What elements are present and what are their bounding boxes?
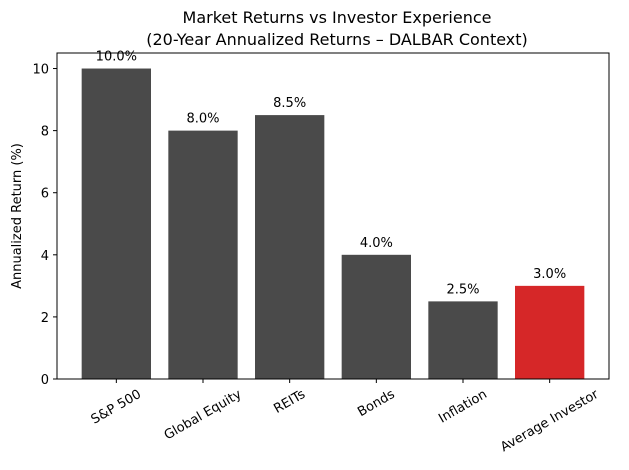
bar xyxy=(341,254,411,379)
x-tick-label: Inflation xyxy=(436,387,490,427)
bar xyxy=(515,285,585,379)
chart-subtitle: (20-Year Annualized Returns – DALBAR Con… xyxy=(146,30,528,49)
value-label: 2.5% xyxy=(446,282,479,297)
y-axis-label: Annualized Return (%) xyxy=(10,143,25,289)
value-label: 8.5% xyxy=(273,96,306,111)
bar xyxy=(255,115,325,379)
y-tick-label: 8 xyxy=(41,125,49,140)
value-label: 4.0% xyxy=(360,236,393,251)
x-tick-label: Average Investor xyxy=(498,387,602,456)
x-tick-label: S&P 500 xyxy=(89,387,144,428)
value-label: 10.0% xyxy=(96,50,137,65)
x-tick-label: Bonds xyxy=(355,387,397,420)
value-label: 3.0% xyxy=(533,267,566,282)
x-tick-label: Global Equity xyxy=(162,387,245,443)
bar xyxy=(428,301,498,379)
x-tick-label: REITs xyxy=(271,387,308,417)
y-tick-label: 10 xyxy=(32,63,49,78)
y-tick-label: 2 xyxy=(41,311,49,326)
axes-frame xyxy=(56,52,610,380)
y-tick-label: 4 xyxy=(41,249,49,264)
bar xyxy=(168,130,238,379)
bar xyxy=(81,68,151,380)
value-label: 8.0% xyxy=(186,112,219,127)
y-tick-label: 6 xyxy=(41,187,49,202)
chart-title: Market Returns vs Investor Experience xyxy=(183,8,492,27)
y-tick-label: 0 xyxy=(41,373,49,388)
